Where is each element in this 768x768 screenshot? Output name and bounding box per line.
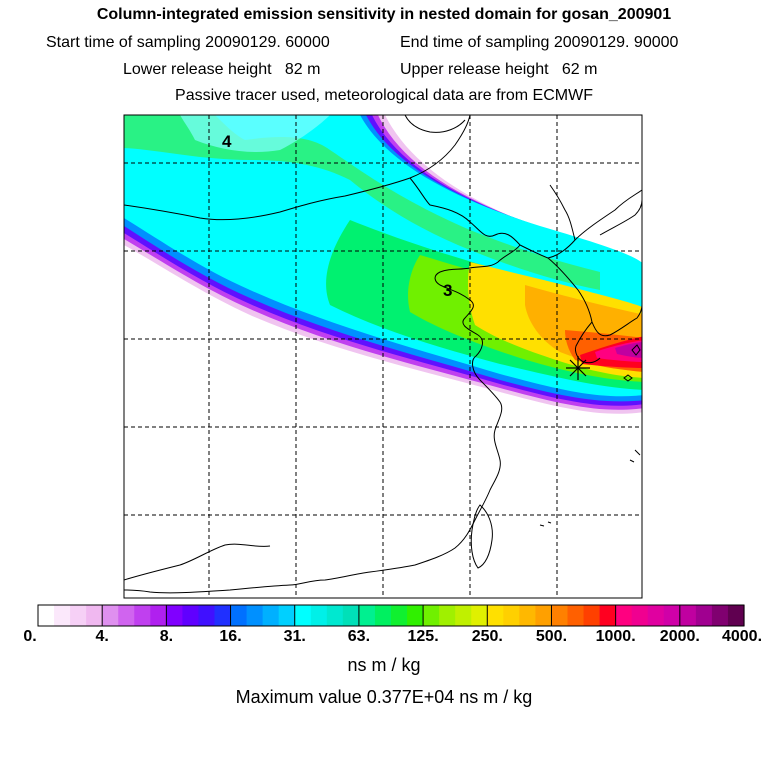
receptor-star-icon	[566, 356, 590, 380]
colorbar-cell	[198, 605, 216, 626]
colorbar-cell	[727, 605, 745, 626]
colorbar-cell	[519, 605, 537, 626]
end-time-text: End time of sampling 20090129. 90000	[400, 34, 679, 51]
colorbar-cell	[583, 605, 601, 626]
colorbar-cell	[278, 605, 296, 626]
maximum-value-text: Maximum value 0.377E+04 ns m / kg	[235, 687, 533, 707]
colorbar-cell	[711, 605, 729, 626]
colorbar	[38, 605, 745, 626]
colorbar-cell	[695, 605, 713, 626]
lat-lon-grid	[124, 115, 642, 598]
colorbar-cell	[230, 605, 248, 626]
colorbar-tick-label: 250.	[471, 628, 503, 645]
colorbar-cell	[567, 605, 585, 626]
colorbar-tick-label: 63.	[347, 628, 371, 645]
colorbar-cell	[423, 605, 440, 626]
colorbar-tick-label: 16.	[219, 628, 242, 645]
colorbar-cell	[214, 605, 232, 626]
upper-release-height-text: Upper release height 62 m	[400, 61, 598, 78]
tracer-info-text: Passive tracer used, meteorological data…	[175, 87, 593, 104]
colorbar-tick-label: 4000.	[721, 628, 763, 645]
coastlines	[124, 115, 642, 594]
colorbar-cell	[631, 605, 649, 626]
plot-title: Column-integrated emission sensitivity i…	[96, 6, 672, 23]
colorbar-tick-label: 2000.	[659, 628, 700, 645]
cluster-label-4: 4	[222, 132, 232, 151]
colorbar-cell	[663, 605, 681, 626]
colorbar-cell	[503, 605, 520, 626]
colorbar-cell	[342, 605, 360, 626]
colorbar-cell	[439, 605, 456, 626]
colorbar-cell	[134, 605, 151, 626]
colorbar-tick-label: 0.	[23, 628, 37, 645]
colorbar-ticks	[37, 605, 745, 626]
colorbar-cell	[374, 605, 392, 626]
lower-release-height-text: Lower release height 82 m	[123, 61, 321, 78]
colorbar-cell	[679, 605, 697, 626]
colorbar-tick-label: 500.	[535, 628, 568, 645]
colorbar-cell	[246, 605, 264, 626]
colorbar-cell	[54, 605, 71, 626]
colorbar-cell	[471, 605, 488, 626]
colorbar-cell	[310, 605, 328, 626]
colorbar-tick-label: 1000.	[595, 628, 636, 645]
colorbar-cell	[615, 605, 633, 626]
colorbar-cell	[551, 605, 569, 626]
emission-plume	[124, 115, 642, 414]
start-time-text: Start time of sampling 20090129. 60000	[46, 34, 330, 51]
colorbar-cell	[294, 605, 312, 626]
colorbar-cell	[86, 605, 103, 626]
colorbar-cell	[455, 605, 472, 626]
colorbar-cell	[102, 605, 119, 626]
colorbar-cell	[118, 605, 135, 626]
colorbar-cell	[358, 605, 376, 626]
colorbar-cell	[391, 605, 408, 626]
units-label: ns m / kg	[347, 655, 421, 675]
cluster-label-3: 3	[443, 281, 452, 300]
colorbar-cell	[150, 605, 167, 626]
colorbar-cell	[487, 605, 504, 626]
colorbar-cell	[182, 605, 200, 626]
colorbar-cell	[647, 605, 665, 626]
colorbar-cell	[70, 605, 87, 626]
colorbar-cell	[166, 605, 184, 626]
colorbar-cell	[535, 605, 553, 626]
colorbar-tick-label: 125.	[407, 628, 439, 645]
colorbar-tick-label: 4.	[95, 628, 109, 645]
colorbar-cell	[599, 605, 617, 626]
colorbar-cell	[38, 605, 55, 626]
map-frame	[123, 114, 643, 599]
colorbar-cell	[407, 605, 424, 626]
colorbar-tick-label: 31.	[283, 628, 306, 645]
colorbar-cell	[262, 605, 280, 626]
colorbar-cell	[326, 605, 344, 626]
colorbar-tick-label: 8.	[159, 628, 174, 645]
